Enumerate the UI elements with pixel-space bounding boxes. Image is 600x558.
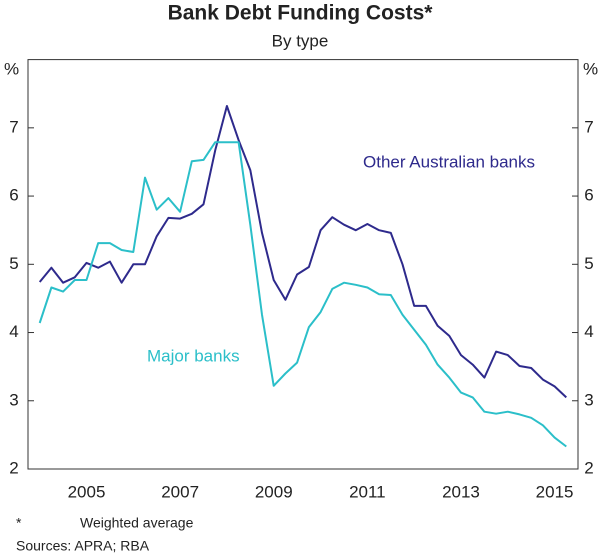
series-line	[38, 105, 567, 399]
y-unit: %	[4, 59, 19, 78]
y2-unit: %	[583, 59, 598, 78]
chart-title: Bank Debt Funding Costs*	[168, 2, 434, 25]
footnote-marker: *	[16, 515, 22, 531]
series-label: Other Australian banks	[363, 152, 535, 171]
x-tick-label: 2005	[68, 482, 106, 501]
x-tick-label: 2011	[349, 482, 386, 501]
y2-tick-label: 6	[584, 186, 593, 205]
y-tick-label: 2	[9, 458, 18, 477]
x-tick-label: 2013	[442, 482, 480, 501]
y-tick-label: 7	[9, 117, 18, 136]
x-tick-label: 2009	[255, 482, 293, 501]
chart-subtitle: By type	[272, 31, 329, 50]
y-tick-label: 3	[9, 390, 18, 409]
series-line	[38, 141, 567, 448]
y-tick-label: 5	[9, 254, 18, 273]
y2-tick-label: 7	[584, 117, 593, 136]
y-tick-label: 4	[9, 322, 18, 341]
y2-tick-label: 3	[584, 390, 593, 409]
y2-tick-label: 4	[584, 322, 593, 341]
y2-tick-label: 5	[584, 254, 593, 273]
x-tick-label: 2015	[536, 482, 574, 501]
footnote: Weighted average	[80, 515, 194, 531]
x-tick-label: 2007	[161, 482, 199, 501]
y-tick-label: 6	[9, 186, 18, 205]
series-label: Major banks	[147, 346, 240, 365]
sources: Sources: APRA; RBA	[16, 538, 150, 554]
y2-tick-label: 2	[584, 458, 593, 477]
